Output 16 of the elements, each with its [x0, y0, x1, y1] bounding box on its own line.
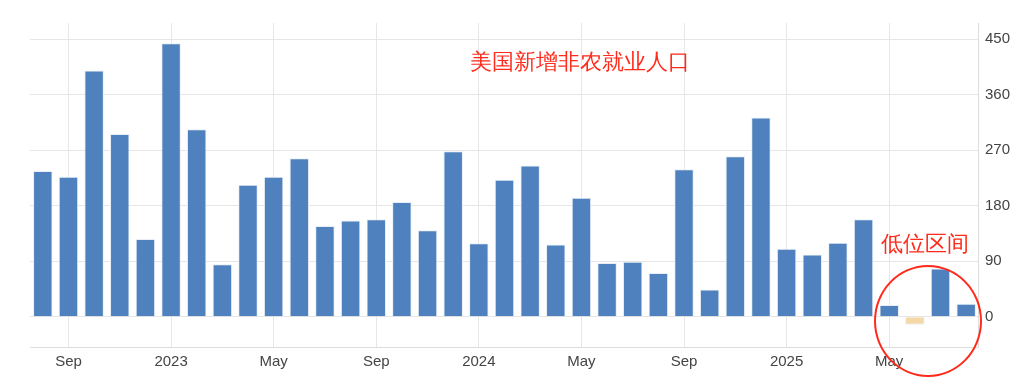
x-tick-label: 2025: [769, 352, 804, 370]
y-tick-label: 0: [984, 306, 994, 324]
y-tick-label: 180: [984, 195, 1010, 213]
x-tick-label: 2023: [154, 352, 188, 370]
y-tick-label: 360: [984, 84, 1010, 102]
annotation: 低位区间: [881, 230, 970, 256]
x-tick-label: Sep: [55, 352, 82, 370]
x-tick-label: May: [259, 352, 289, 370]
y-tick-label: 90: [984, 251, 1002, 269]
x-tick-label: 2024: [462, 352, 496, 370]
y-tick-label: 450: [984, 29, 1010, 47]
x-tick-label: Sep: [362, 352, 390, 370]
x-tick-label: May: [567, 352, 597, 370]
text: 美国新增非农就业人口: [470, 49, 691, 75]
y-tick-label: 270: [984, 140, 1010, 158]
x-tick-label: Sep: [670, 352, 698, 370]
